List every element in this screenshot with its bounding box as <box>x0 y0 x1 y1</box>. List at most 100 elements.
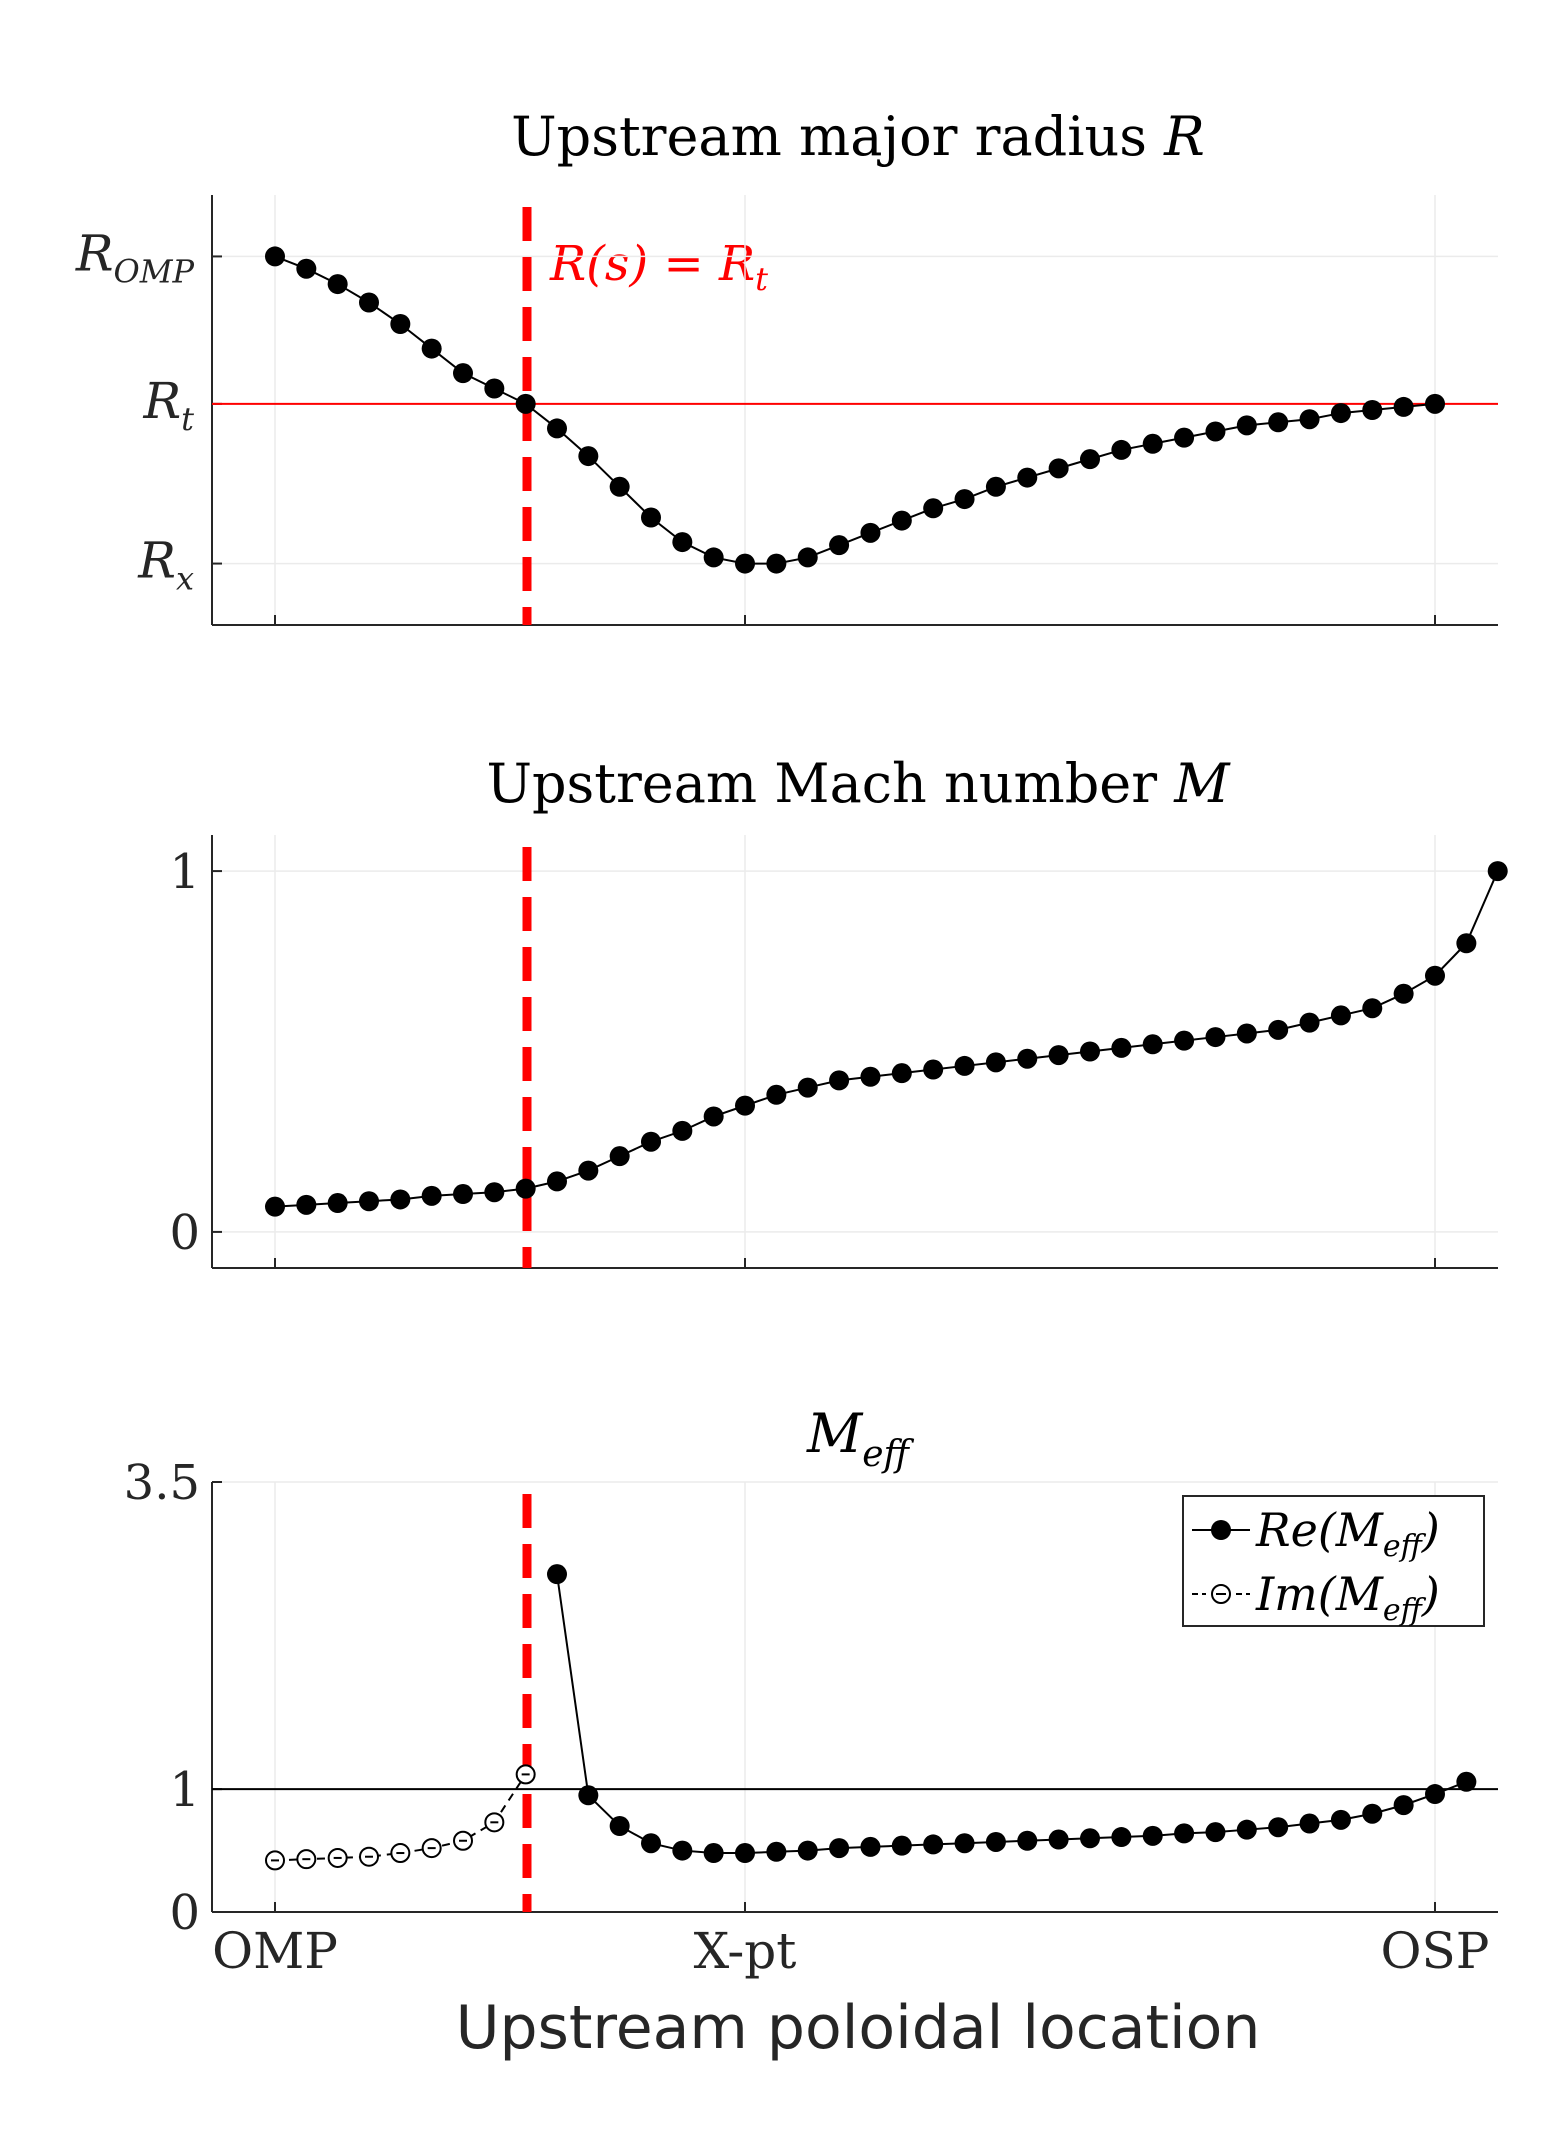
data-point <box>1205 1822 1226 1843</box>
data-point <box>1236 1819 1257 1840</box>
data-point <box>453 363 473 384</box>
data-point <box>1174 1030 1195 1051</box>
data-point <box>1017 1048 1038 1069</box>
data-point <box>1205 1027 1226 1048</box>
data-point <box>1362 1803 1383 1824</box>
data-point <box>954 1833 975 1854</box>
xtick-omp: OMP <box>212 1922 338 1980</box>
data-point <box>1205 421 1226 442</box>
data-point <box>1080 449 1100 470</box>
data-point <box>515 393 536 414</box>
data-point <box>359 292 379 313</box>
data-point <box>1111 1037 1132 1058</box>
data-point <box>1080 1828 1100 1849</box>
data-point <box>1456 933 1477 954</box>
data-point <box>672 1120 693 1141</box>
data-point <box>985 1052 1006 1073</box>
threshold-annotation: R(s) = Rt <box>549 236 768 298</box>
data-point <box>1362 998 1383 1019</box>
data-point <box>829 1070 850 1091</box>
data-point <box>421 338 442 359</box>
data-point <box>923 498 944 519</box>
y-tick-label: 1 <box>169 1762 200 1818</box>
data-point <box>703 547 724 568</box>
panel-major-radius: Upstream major radius R R(s) = Rt ROMP Rt… <box>75 105 1498 626</box>
data-point <box>1268 1817 1289 1838</box>
data-point <box>1048 458 1069 479</box>
data-point <box>484 1182 505 1203</box>
data-point <box>1236 1023 1257 1044</box>
data-point <box>1393 396 1414 417</box>
data-point <box>829 535 850 556</box>
legend-box <box>1182 1495 1485 1627</box>
legend: Re(Meff) Im(Meff) <box>1182 1495 1485 1628</box>
data-point <box>296 258 317 279</box>
data-point <box>860 1836 881 1857</box>
data-point <box>609 1146 630 1167</box>
data-point <box>829 1838 850 1859</box>
data-point <box>547 1171 567 1192</box>
data-point <box>1425 1784 1445 1805</box>
data-point <box>1017 1830 1038 1851</box>
data-point <box>578 1160 599 1181</box>
data-point <box>1393 1795 1414 1816</box>
series-line <box>274 870 1499 1208</box>
xtick-osp: OSP <box>1381 1922 1490 1980</box>
data-point <box>954 1055 975 1076</box>
data-point <box>1048 1829 1069 1850</box>
data-point <box>1330 1005 1351 1026</box>
data-point <box>296 1194 317 1215</box>
data-point <box>1487 861 1508 882</box>
data-point <box>891 1063 912 1084</box>
data-point <box>1142 1825 1163 1846</box>
data-point <box>672 532 693 553</box>
data-point <box>985 1831 1006 1852</box>
data-point <box>1330 403 1351 424</box>
x-axis-label: Upstream poloidal location <box>456 1993 1261 2063</box>
data-point <box>641 1833 661 1854</box>
data-point <box>735 1095 755 1116</box>
data-point <box>1268 1019 1289 1040</box>
data-point <box>641 1131 661 1152</box>
data-point <box>578 1785 599 1806</box>
y-tick-label: ROMP <box>75 224 195 290</box>
data-point <box>797 1840 818 1861</box>
data-point <box>1299 1012 1320 1033</box>
data-point <box>1425 393 1445 414</box>
panel-mach-number: Upstream Mach number M 0 1 <box>169 752 1508 1269</box>
data-point <box>672 1840 693 1861</box>
data-point <box>327 274 348 295</box>
data-point <box>1048 1045 1069 1066</box>
data-point <box>421 1185 442 1206</box>
data-point <box>923 1834 944 1855</box>
data-point <box>1017 467 1038 488</box>
data-point <box>641 507 661 528</box>
data-point <box>390 314 411 334</box>
data-point <box>578 446 599 467</box>
data-point <box>453 1184 473 1205</box>
y-tick-label: 1 <box>169 844 200 900</box>
series-line-im <box>274 1773 527 1862</box>
xtick-xpt: X-pt <box>694 1922 797 1980</box>
data-point <box>860 522 881 543</box>
data-point <box>1174 1823 1195 1844</box>
data-point <box>1456 1771 1477 1792</box>
data-point <box>1393 983 1414 1004</box>
data-point <box>327 1193 348 1214</box>
data-point <box>766 553 787 574</box>
data-point <box>891 510 912 531</box>
legend-marker-re <box>1211 1520 1231 1540</box>
data-point <box>1111 1827 1132 1848</box>
data-point <box>1236 415 1257 436</box>
y-tick-label: Rt <box>142 372 194 438</box>
data-point <box>1142 433 1163 454</box>
legend-label-re: Re(Meff) <box>1255 1503 1440 1564</box>
panel-effective-mach: Meff 0 1 3.5 Re(Meff) Im(Meff) <box>124 1402 1498 1941</box>
panel-title: Upstream major radius R <box>511 105 1205 168</box>
data-point <box>1330 1809 1351 1830</box>
data-point <box>1111 439 1132 460</box>
data-point <box>923 1059 944 1080</box>
data-point <box>703 1106 724 1127</box>
data-point <box>797 547 818 568</box>
